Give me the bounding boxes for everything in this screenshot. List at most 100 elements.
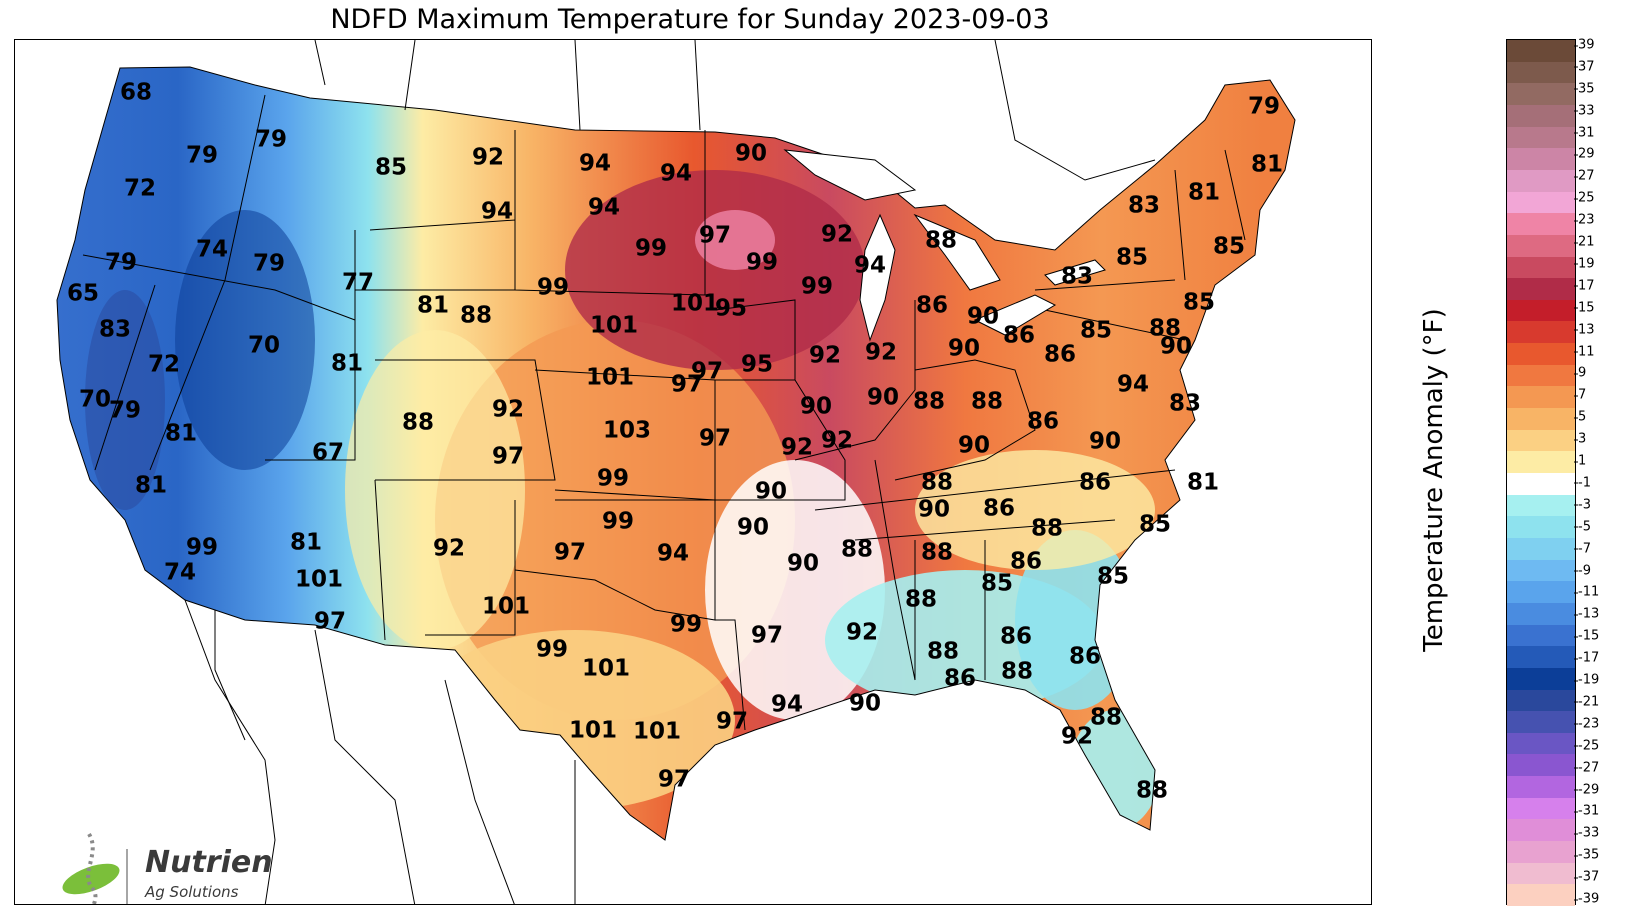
city-temperature-label: 85 [1079, 317, 1113, 344]
city-temperature-label: 99 [745, 249, 779, 276]
city-temperature-label: 97 [698, 222, 732, 249]
city-temperature-label: 90 [734, 140, 768, 167]
city-temperature-label: 83 [1060, 263, 1094, 290]
city-temperature-label: 97 [491, 443, 525, 470]
city-temperature-label: 94 [480, 198, 514, 225]
colorbar-tick-label: 19 [1574, 256, 1595, 272]
colorbar-tick-label: -39 [1573, 891, 1600, 907]
city-temperature-label: 81 [1187, 179, 1221, 206]
colorbar-tick-label: 33 [1574, 103, 1595, 119]
city-temperature-label: 83 [1127, 192, 1161, 219]
colorbar-tick-label: 17 [1574, 278, 1595, 294]
city-temperature-label: 97 [657, 766, 691, 793]
city-temperature-label: 97 [690, 358, 724, 385]
logo-tagline: Ag Solutions [145, 883, 239, 901]
city-temperature-label: 85 [1138, 511, 1172, 538]
colorbar-tick-label: 39 [1574, 37, 1595, 53]
city-temperature-label: 92 [864, 339, 898, 366]
colorbar-tick-label: -35 [1573, 847, 1600, 863]
colorbar-segment [1507, 473, 1575, 496]
colorbar-segment [1507, 40, 1575, 63]
city-temperature-label: 77 [341, 269, 375, 296]
colorbar-segment [1507, 624, 1575, 647]
colorbar-segment [1507, 516, 1575, 539]
colorbar-tick-label: 37 [1574, 59, 1595, 75]
colorbar-tick-label: -31 [1573, 803, 1600, 819]
colorbar-tick-label: -3 [1574, 497, 1591, 513]
city-temperature-label: 99 [634, 235, 668, 262]
city-temperature-label: 86 [943, 665, 977, 692]
colorbar-segment [1507, 343, 1575, 366]
colorbar-tick-label: 25 [1574, 190, 1595, 206]
city-temperature-label: 67 [311, 439, 345, 466]
city-temperature-label: 92 [845, 619, 879, 646]
city-temperature-label: 70 [247, 332, 281, 359]
colorbar-segment [1507, 754, 1575, 777]
city-temperature-label: 92 [471, 144, 505, 171]
city-temperature-label: 79 [104, 249, 138, 276]
colorbar-segment [1507, 559, 1575, 582]
city-temperature-label: 86 [1078, 469, 1112, 496]
city-temperature-label: 101 [670, 290, 720, 317]
colorbar-segment [1507, 667, 1575, 690]
colorbar-segment [1507, 148, 1575, 171]
city-temperature-label: 95 [714, 295, 748, 322]
city-temperature-label: 85 [1096, 563, 1130, 590]
colorbar-tick-label: 31 [1574, 125, 1595, 141]
city-temperature-label: 94 [1116, 371, 1150, 398]
colorbar-segment [1507, 408, 1575, 431]
colorbar-tick-label: -5 [1574, 519, 1591, 535]
city-temperature-label: 94 [578, 150, 612, 177]
city-temperature-label: 101 [589, 312, 639, 339]
city-temperature-label: 88 [920, 469, 954, 496]
colorbar-tick-label: 1 [1573, 453, 1587, 469]
city-temperature-label: 88 [912, 388, 946, 415]
colorbar-segment [1507, 61, 1575, 84]
map-title: NDFD Maximum Temperature for Sunday 2023… [330, 4, 1050, 35]
city-temperature-label: 99 [596, 465, 630, 492]
city-temperature-label: 74 [163, 559, 197, 586]
city-temperature-label: 90 [786, 550, 820, 577]
colorbar-tick-label: -17 [1573, 650, 1600, 666]
city-temperature-label: 90 [1159, 333, 1193, 360]
colorbar-segment [1507, 83, 1575, 106]
city-temperature-label: 72 [147, 351, 181, 378]
state-borders [56, 66, 1296, 841]
city-temperature-label: 79 [185, 142, 219, 169]
colorbar-segment [1507, 841, 1575, 864]
city-temperature-label: 88 [1000, 658, 1034, 685]
city-temperature-label: 92 [820, 221, 854, 248]
city-temperature-label: 94 [656, 540, 690, 567]
colorbar-segment [1507, 689, 1575, 712]
colorbar-segment [1507, 234, 1575, 257]
city-temperature-label: 101 [632, 718, 682, 745]
colorbar-tick-label: 13 [1574, 322, 1595, 338]
logo-brand: Nutrien [145, 845, 273, 880]
colorbar-segment [1507, 646, 1575, 669]
city-temperature-label: 81 [1250, 151, 1284, 178]
city-temperature-label: 97 [670, 371, 704, 398]
mexico-canada-borders [184, 40, 1156, 904]
city-temperature-label: 88 [920, 539, 954, 566]
colorbar-tick-label: 9 [1573, 365, 1587, 381]
city-temperature-label: 88 [904, 586, 938, 613]
city-temperature-label: 90 [917, 496, 951, 523]
city-temperature-label: 101 [581, 655, 631, 682]
colorbar-tick-label: -19 [1573, 672, 1600, 688]
colorbar-tick-label: -29 [1573, 782, 1600, 797]
city-temperature-label: 97 [698, 425, 732, 452]
colorbar-segment [1507, 213, 1575, 236]
city-temperature-label: 88 [1135, 777, 1169, 804]
city-temperature-label: 101 [481, 593, 531, 620]
city-temperature-label: 97 [715, 708, 749, 735]
colorbar-tick-label: 29 [1574, 146, 1595, 162]
colorbar-segment [1507, 169, 1575, 193]
colorbar-tick-label: -27 [1573, 760, 1600, 776]
city-temperature-label: 97 [313, 608, 347, 635]
city-temperature-label: 79 [254, 126, 288, 153]
colorbar-tick-label: -13 [1573, 606, 1600, 622]
colorbar-tick-label: -9 [1574, 563, 1591, 579]
city-temperature-label: 70 [78, 386, 112, 413]
city-temperature-label: 99 [669, 611, 703, 638]
city-temperature-label: 95 [740, 351, 774, 378]
